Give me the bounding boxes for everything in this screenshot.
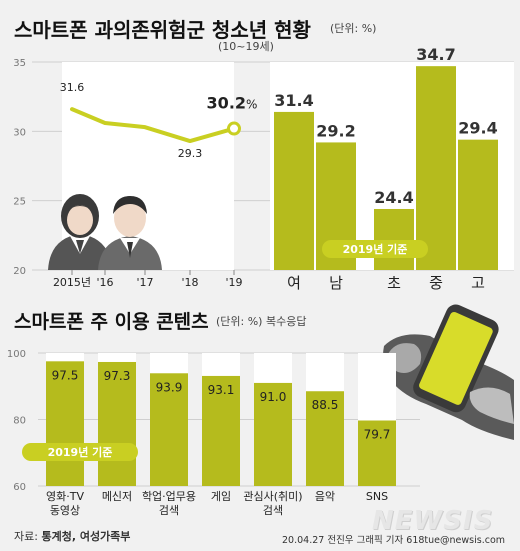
chart1-title: 스마트폰 과의존위험군 청소년 현황 (14, 18, 311, 42)
chart1-value-label: 30.2% (207, 94, 258, 113)
chart3-x-tick-label: 학업·업무용 검색 (142, 490, 196, 517)
chart1-x-ticks: 2015년 '16 '17 '18 '19 (53, 270, 243, 289)
chart1-endpoint-marker (227, 121, 241, 136)
chart2-value-label: 29.4 (458, 119, 497, 138)
hands-smartphone-icon (383, 304, 514, 440)
chart1-line-series (70, 107, 241, 144)
source-note: 자료: 통계청, 여성가족부 (14, 530, 131, 543)
chart3-title: 스마트폰 주 이용 콘텐츠 (14, 311, 209, 333)
students-icon (48, 194, 162, 270)
chart3-badge-text: 2019년 기준 (48, 445, 113, 459)
chart2-bar (274, 111, 314, 270)
chart2-badge-text: 2019년 기준 (343, 242, 408, 256)
chart2-x-tick-label: 중 (429, 274, 443, 292)
chart1-x-tick-label: '18 (181, 276, 198, 289)
chart3-x-tick-label: 게임 (211, 490, 231, 503)
chart2-x-tick-label: 고 (471, 274, 485, 292)
chart1-svg: 20 25 30 35 31.6 29.3 30.2% 2015년 '16 '17 '18 '19… (13, 45, 514, 292)
chart2-x-tick-label: 남 (329, 274, 343, 292)
chart3-value-label: 93.9 (156, 380, 183, 394)
chart3-value-label: 79.7 (364, 427, 391, 441)
chart3-value-label: 97.3 (104, 369, 131, 383)
chart3-value-labels: 97.5 97.3 93.9 93.1 91.0 88.5 79.7 (52, 368, 391, 441)
chart1-x-tick-label: '19 (225, 276, 242, 289)
chart2-value-label: 31.4 (274, 91, 313, 110)
chart1-y-ticks: 20 25 30 35 (13, 58, 26, 277)
chart3-y-tick-label: 60 (13, 482, 26, 493)
chart1-x-tick-label: '17 (136, 276, 153, 289)
chart3-value-label: 97.5 (52, 368, 79, 382)
chart1-x-tick-label: 2015년 (53, 276, 91, 289)
chart1-line-panel (62, 62, 234, 270)
chart1-line-path (70, 107, 236, 144)
chart3-x-ticks: 영화·TV 동영상 메신저 학업·업무용 검색 게임 관심사(취미) 검색 음악 SNS (46, 490, 388, 517)
chart1-age-range: (10~19세) (218, 40, 274, 53)
chart3-bar (254, 382, 292, 486)
chart3-bar (98, 361, 136, 486)
chart3-bar (150, 373, 188, 486)
chart1-value-label: 29.3 (178, 147, 203, 160)
chart3-value-label: 91.0 (260, 390, 287, 404)
chart2-bar (416, 66, 456, 270)
chart2-badge: 2019년 기준 (322, 240, 428, 258)
chart2-value-labels: 31.429.2 24.4 34.7 29.4 (274, 45, 497, 207)
chart1-value-label: 31.6 (60, 81, 85, 94)
chart3-bar (306, 391, 344, 486)
chart3-x-tick-label: 관심사(취미) 검색 (243, 490, 302, 517)
chart2-value-label: 29.2 (316, 121, 355, 140)
chart1-y-tick-label: 25 (13, 197, 26, 208)
chart2-value-label: 34.7 (416, 45, 455, 64)
chart2-bar (374, 208, 414, 270)
chart3-unit: (단위: %) 복수응답 (216, 315, 307, 328)
newsis-logo: NEWSIS (372, 506, 494, 536)
chart1-x-tick-label: '16 (96, 276, 113, 289)
chart3-bar (46, 361, 84, 486)
chart2-x-tick-label: 여 (287, 274, 301, 292)
chart3-value-label: 88.5 (312, 398, 339, 412)
chart3-y-tick-label: 80 (13, 416, 26, 427)
chart3-badge: 2019년 기준 (22, 443, 138, 461)
chart3-x-tick-label: 메신저 (102, 490, 132, 503)
chart3-x-tick-label: 음악 (315, 490, 335, 503)
chart3-bar (202, 375, 240, 486)
chart3-x-tick-label: SNS (366, 490, 388, 503)
chart1-value-labels: 31.6 29.3 30.2% (60, 81, 258, 160)
credit-line: 20.04.27 전진우 그래픽 기자 618tue@newsis.com (282, 535, 506, 546)
chart2-value-label: 24.4 (374, 188, 413, 207)
chart2-bars (274, 66, 498, 270)
chart3-y-tick-label: 100 (7, 349, 26, 360)
chart3-y-ticks: 60 80 100 (7, 349, 26, 493)
chart3-x-tick-label: 영화·TV 동영상 (46, 490, 84, 517)
chart1-unit: (단위: %) (330, 22, 377, 35)
chart3-bars (46, 353, 396, 486)
chart3-value-label: 93.1 (208, 383, 235, 397)
chart1-y-tick-label: 35 (13, 58, 26, 69)
chart1-y-tick-label: 20 (13, 266, 26, 277)
chart2-x-tick-label: 초 (387, 274, 401, 292)
chart1-y-tick-label: 30 (13, 127, 26, 138)
chart2-bar (458, 139, 498, 270)
chart3-bar (358, 420, 396, 486)
chart3-svg: 60 80 100 97.5 97.3 93.9 93.1 91.0 88.5 79.7 영화·… (7, 304, 514, 517)
